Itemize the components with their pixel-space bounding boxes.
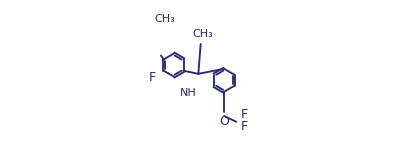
Text: NH: NH xyxy=(180,88,197,98)
Text: CH₃: CH₃ xyxy=(193,29,213,39)
Text: F: F xyxy=(149,71,156,84)
Text: CH₃: CH₃ xyxy=(155,14,176,24)
Text: F: F xyxy=(241,120,248,133)
Text: F: F xyxy=(241,108,248,121)
Text: O: O xyxy=(219,115,229,128)
